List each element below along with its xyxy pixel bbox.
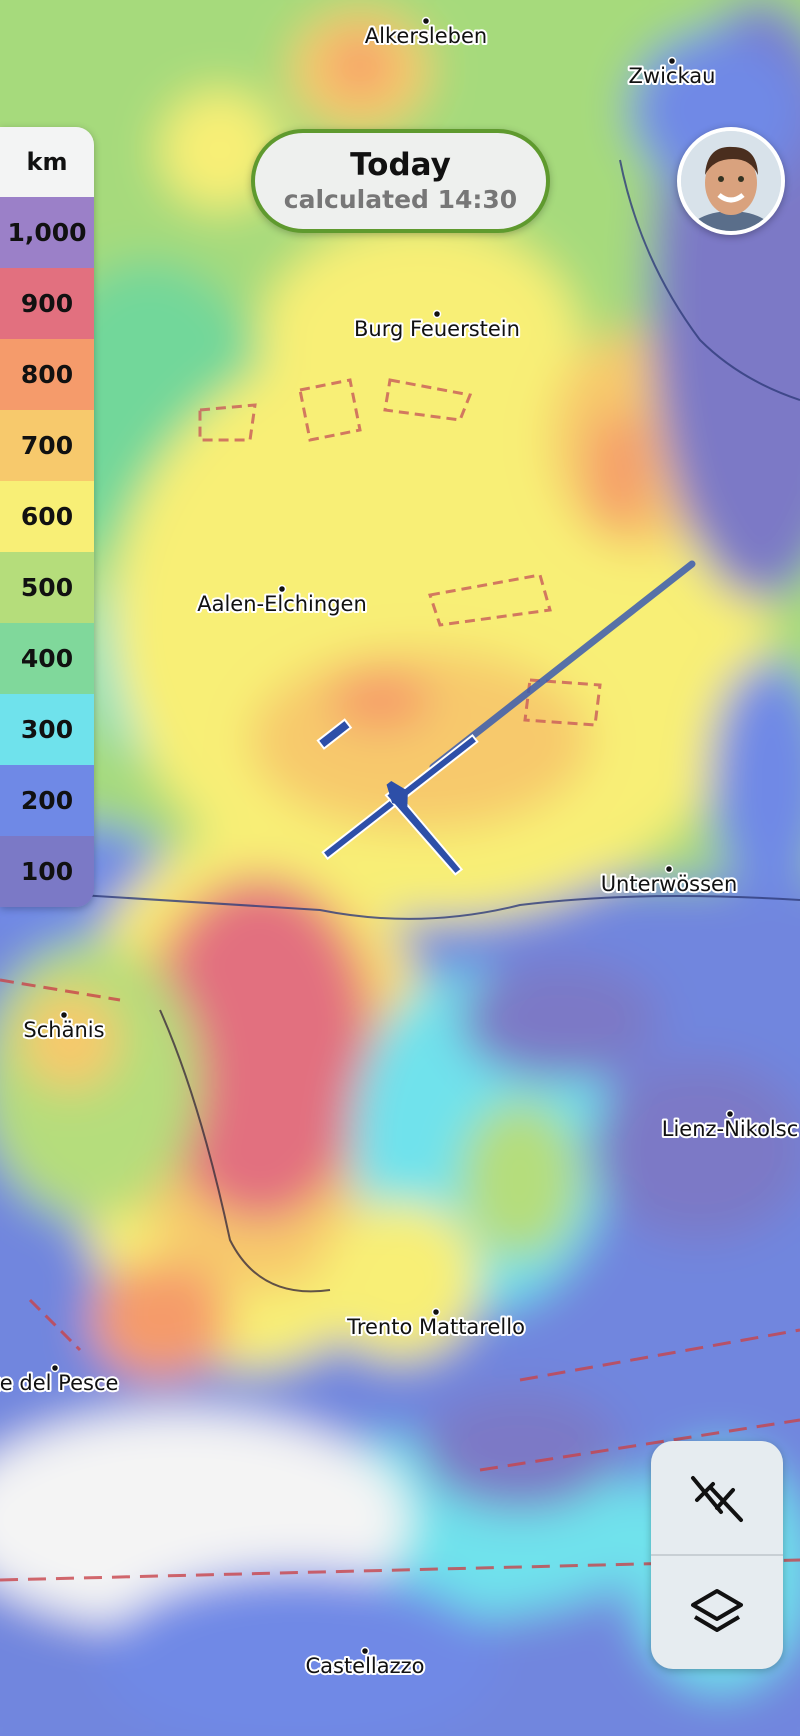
legend-item: 100 [0, 836, 94, 907]
weather-area [330, 670, 430, 730]
map-line [298, 378, 362, 442]
place-dot [431, 1307, 441, 1317]
separator [651, 1554, 783, 1556]
place-label: Unterwössen [601, 872, 738, 896]
forecast-time[interactable]: Today calculated 14:30 [251, 129, 550, 233]
layers-button[interactable] [651, 1556, 783, 1669]
legend-item: 600 [0, 481, 94, 552]
place-dot [421, 16, 431, 26]
legend-item: 700 [0, 410, 94, 481]
weather-area [590, 1060, 800, 1240]
place-dot [277, 584, 287, 594]
legend-item: 400 [0, 623, 94, 694]
profile-avatar[interactable] [677, 127, 785, 235]
glider [316, 560, 696, 876]
avatar-image [681, 131, 781, 231]
forecast-day: Today [350, 147, 451, 183]
layers-icon [691, 1588, 743, 1632]
map-line [0, 889, 800, 920]
place-label: Lienz-Nikolsc [662, 1117, 799, 1141]
place-label: te del Pesce [0, 1371, 118, 1395]
legend-item: 1,000 [0, 197, 94, 268]
map-line [159, 1009, 331, 1293]
map-lines [0, 159, 800, 1582]
weather-area [420, 1390, 620, 1510]
weather-area [460, 1100, 580, 1260]
place-label: Castellazzo [305, 1654, 424, 1678]
place-labels: Alkersleben Zwickau Burg Feuerstein Aalen-E… [0, 16, 800, 1680]
flights-icon [691, 1475, 743, 1522]
map-line [0, 978, 121, 1352]
legend-item: 200 [0, 765, 94, 836]
legend-item: 300 [0, 694, 94, 765]
place-label: Trento Mattarello [346, 1315, 525, 1339]
map-line [523, 678, 602, 727]
place-dot [59, 1010, 69, 1020]
weather-area [250, 650, 590, 830]
weather-area [160, 90, 280, 210]
weather-area [710, 660, 800, 900]
place-label: Aalen-Elchingen [197, 592, 367, 616]
legend: km 1,000 900 800 700 600 500 400 300 200 100 [0, 127, 94, 907]
weather-area [460, 960, 660, 1080]
map-tools [651, 1441, 783, 1669]
glider-icon [316, 718, 479, 876]
weather-area [320, 1200, 480, 1360]
map-line [619, 159, 800, 401]
map-line [198, 403, 257, 442]
map-line [383, 378, 473, 422]
place-dot [725, 1109, 735, 1119]
weather-area [90, 1260, 230, 1380]
weather-area [260, 220, 580, 460]
forecast-calculated: calculated 14:30 [283, 185, 518, 214]
legend-unit: km [0, 127, 94, 197]
place-label: Zwickau [629, 64, 716, 88]
flights-button[interactable] [651, 1441, 783, 1554]
place-dot [664, 864, 674, 874]
place-label: Burg Feuerstein [354, 317, 520, 341]
weather-area [590, 410, 650, 530]
legend-item: 500 [0, 552, 94, 623]
legend-item: 800 [0, 339, 94, 410]
place-label: Alkersleben [365, 24, 487, 48]
map-line [428, 573, 552, 627]
flight-trail [429, 560, 696, 771]
weather-area [20, 990, 120, 1090]
place-dot [667, 56, 677, 66]
place-dot [360, 1646, 370, 1656]
weather-area [100, 1570, 500, 1736]
place-dot [432, 309, 442, 319]
place-dot [50, 1363, 60, 1373]
place-label: Schänis [23, 1018, 104, 1042]
weather-area [330, 35, 390, 95]
map-line [0, 1328, 800, 1582]
legend-item: 900 [0, 268, 94, 339]
